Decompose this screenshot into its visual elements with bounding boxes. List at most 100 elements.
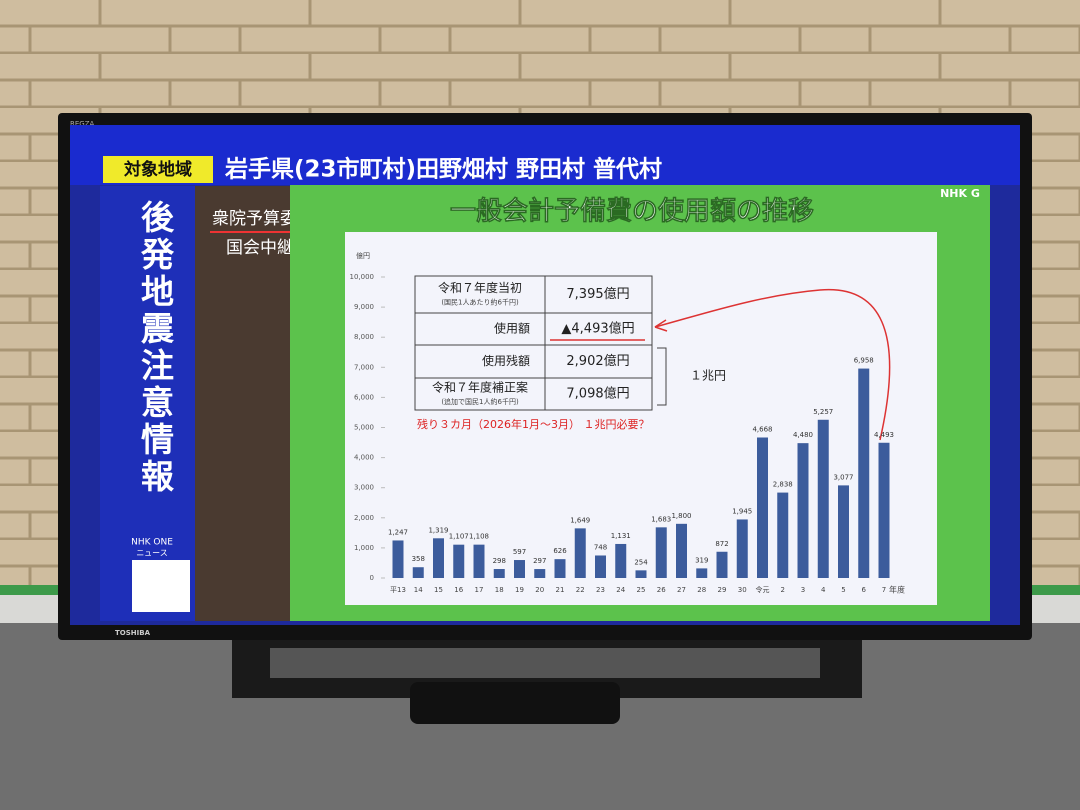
x-tick-label: 25 xyxy=(637,586,646,594)
alert: 後発地震注意情報 xyxy=(136,200,175,496)
value-label: 872 xyxy=(715,540,728,548)
note: 残り３カ月（2026年1月～3月） １兆円必要？ xyxy=(417,417,650,431)
value-label: 1,945 xyxy=(732,507,752,515)
x-tick-label: 17 xyxy=(475,586,484,594)
value-label: 1,131 xyxy=(611,532,631,540)
x-tick-label: 4 xyxy=(821,586,826,594)
bar xyxy=(797,443,809,578)
bar xyxy=(412,567,424,578)
row-value: 7,395億円 xyxy=(566,286,629,302)
bar xyxy=(878,442,890,578)
value-label: 1,107 xyxy=(449,533,469,541)
x-tick-label: 20 xyxy=(535,586,544,594)
app: NHK ONE xyxy=(131,538,173,548)
x-tick-label: 令元 xyxy=(756,585,770,594)
y-tick-label: 1,000 xyxy=(354,544,374,552)
bar xyxy=(574,528,586,578)
x-tick-label: 15 xyxy=(434,586,443,594)
row-label: 使用額 xyxy=(494,321,530,336)
row-note: (国民1人あたり約6千円) xyxy=(441,298,519,307)
x-tick-label: 5 xyxy=(841,586,845,594)
bar xyxy=(534,569,546,578)
value-label: 254 xyxy=(634,558,648,566)
row-value: 7,098億円 xyxy=(566,386,629,402)
bar xyxy=(595,555,606,578)
region: 岩手県(23市町村)田野畑村 野田村 普代村 xyxy=(224,156,662,183)
x-tick-label: 19 xyxy=(515,586,524,594)
row-label: 令和７年度当初 xyxy=(438,280,522,295)
bar xyxy=(817,419,829,578)
x-tick-label: 14 xyxy=(414,586,423,594)
value-label: 4,668 xyxy=(752,425,772,433)
x-axis-label: 年度 xyxy=(889,585,905,595)
value-label: 297 xyxy=(533,557,546,565)
row-label: 令和７年度補正案 xyxy=(432,380,528,395)
row-value: ▲4,493億円 xyxy=(561,321,634,337)
value-label: 4,480 xyxy=(793,431,813,439)
top-bar xyxy=(70,125,1020,185)
x-tick-label: 21 xyxy=(556,586,565,594)
alert-panel xyxy=(100,186,195,621)
y-tick-label: 3,000 xyxy=(354,484,374,492)
bar xyxy=(716,551,728,578)
value-label: 4,493 xyxy=(874,431,894,439)
x-tick-label: 2 xyxy=(781,586,785,594)
y-tick-label: 7,000 xyxy=(354,363,374,371)
maker: TOSHIBA xyxy=(115,629,151,637)
bar xyxy=(838,485,849,578)
arrow xyxy=(654,288,891,441)
bar xyxy=(696,568,708,578)
value-label: 626 xyxy=(553,547,567,555)
value-label: 5,257 xyxy=(813,408,833,416)
bar xyxy=(453,544,465,578)
y-tick-label: 9,000 xyxy=(354,303,374,311)
x-tick-label: 18 xyxy=(495,586,504,594)
value-label: 1,800 xyxy=(671,512,691,520)
x-tick-label: 27 xyxy=(677,586,686,594)
y-tick-label: 10,000 xyxy=(350,273,375,281)
y-tick-label: 5,000 xyxy=(354,424,374,432)
y-tick-label: 8,000 xyxy=(354,333,374,341)
value-label: 319 xyxy=(695,556,708,564)
value-label: 1,683 xyxy=(651,515,671,523)
chart-title: 一般会計予備費の使用額の推移 xyxy=(450,196,814,227)
x-tick-label: 28 xyxy=(697,586,706,594)
bar xyxy=(736,519,748,578)
bracket xyxy=(657,347,667,406)
value-label: 1,649 xyxy=(570,516,590,524)
y-tick-label: 6,000 xyxy=(354,393,374,401)
row-value: 2,902億円 xyxy=(566,353,629,369)
channel: NHK G xyxy=(940,187,980,200)
bar xyxy=(493,569,505,578)
value-label: 1,247 xyxy=(388,528,408,536)
screen-bottom xyxy=(70,621,1020,625)
value-label: 358 xyxy=(412,555,425,563)
program: 衆院予算委 xyxy=(212,209,297,229)
x-tick-label: 3 xyxy=(801,586,805,594)
bar xyxy=(473,544,485,578)
bar xyxy=(514,560,525,578)
region-label-bg xyxy=(103,156,213,183)
row-label: 使用残額 xyxy=(482,353,530,368)
value-label: 748 xyxy=(594,543,607,551)
x-tick-label: 平13 xyxy=(390,586,406,594)
bar xyxy=(757,437,768,578)
app-sub: ニュース xyxy=(136,549,168,558)
x-tick-label: 22 xyxy=(576,586,585,594)
x-tick-label: 16 xyxy=(454,586,463,594)
program-sub: 国会中継 xyxy=(226,238,294,258)
x-tick-label: 6 xyxy=(862,586,867,594)
table xyxy=(414,275,667,411)
stand-inner xyxy=(270,648,820,678)
value-label: 3,077 xyxy=(833,473,853,481)
value-label: 6,958 xyxy=(854,357,874,365)
y-tick-label: 0 xyxy=(370,574,374,582)
bar xyxy=(635,570,647,578)
y-tick-label: 4,000 xyxy=(354,454,374,462)
value-label: 1,319 xyxy=(428,526,448,534)
brand: REGZA xyxy=(70,120,95,128)
bar xyxy=(615,543,627,578)
table-frame xyxy=(414,275,653,411)
x-tick-label: 26 xyxy=(657,586,666,594)
